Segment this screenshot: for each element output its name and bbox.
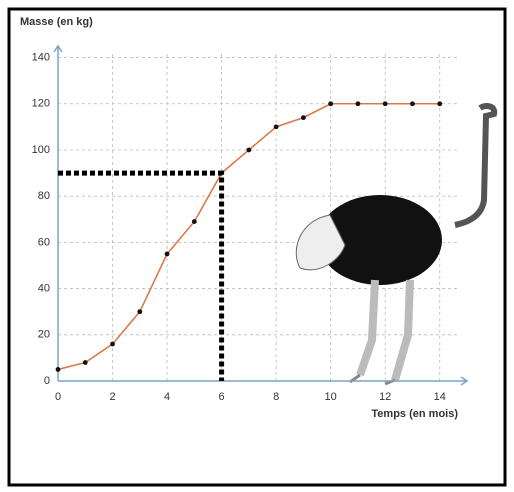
x-tick-label: 12 [379, 391, 391, 403]
data-point [328, 101, 333, 106]
x-tick-label: 10 [325, 391, 337, 403]
y-tick-label: 60 [38, 236, 50, 248]
y-tick-label: 80 [38, 190, 50, 202]
data-point [274, 124, 279, 129]
y-axis-label: Masse (en kg) [20, 16, 93, 28]
y-tick-label: 140 [32, 51, 50, 63]
x-tick-label: 8 [273, 391, 279, 403]
x-tick-label: 0 [55, 391, 61, 403]
data-point [110, 342, 115, 347]
data-point [56, 367, 61, 372]
y-tick-label: 20 [38, 329, 50, 341]
data-point [356, 101, 361, 106]
data-point [437, 101, 442, 106]
data-point [165, 252, 170, 257]
y-tick-label: 0 [44, 375, 50, 387]
y-tick-label: 120 [32, 98, 50, 110]
chart: Masse (en kg) Temps (en mois) 0204060801… [0, 0, 514, 492]
data-point [192, 219, 197, 224]
data-point [246, 148, 251, 153]
y-tick-label: 100 [32, 144, 50, 156]
x-tick-label: 4 [164, 391, 170, 403]
data-point [137, 309, 142, 314]
data-point [83, 360, 88, 365]
data-point [410, 101, 415, 106]
x-tick-label: 2 [109, 391, 115, 403]
x-tick-label: 14 [434, 391, 446, 403]
data-point [301, 115, 306, 120]
y-tick-label: 40 [38, 282, 50, 294]
data-point [383, 101, 388, 106]
x-tick-label: 6 [219, 391, 225, 403]
x-axis-label: Temps (en mois) [371, 408, 458, 420]
